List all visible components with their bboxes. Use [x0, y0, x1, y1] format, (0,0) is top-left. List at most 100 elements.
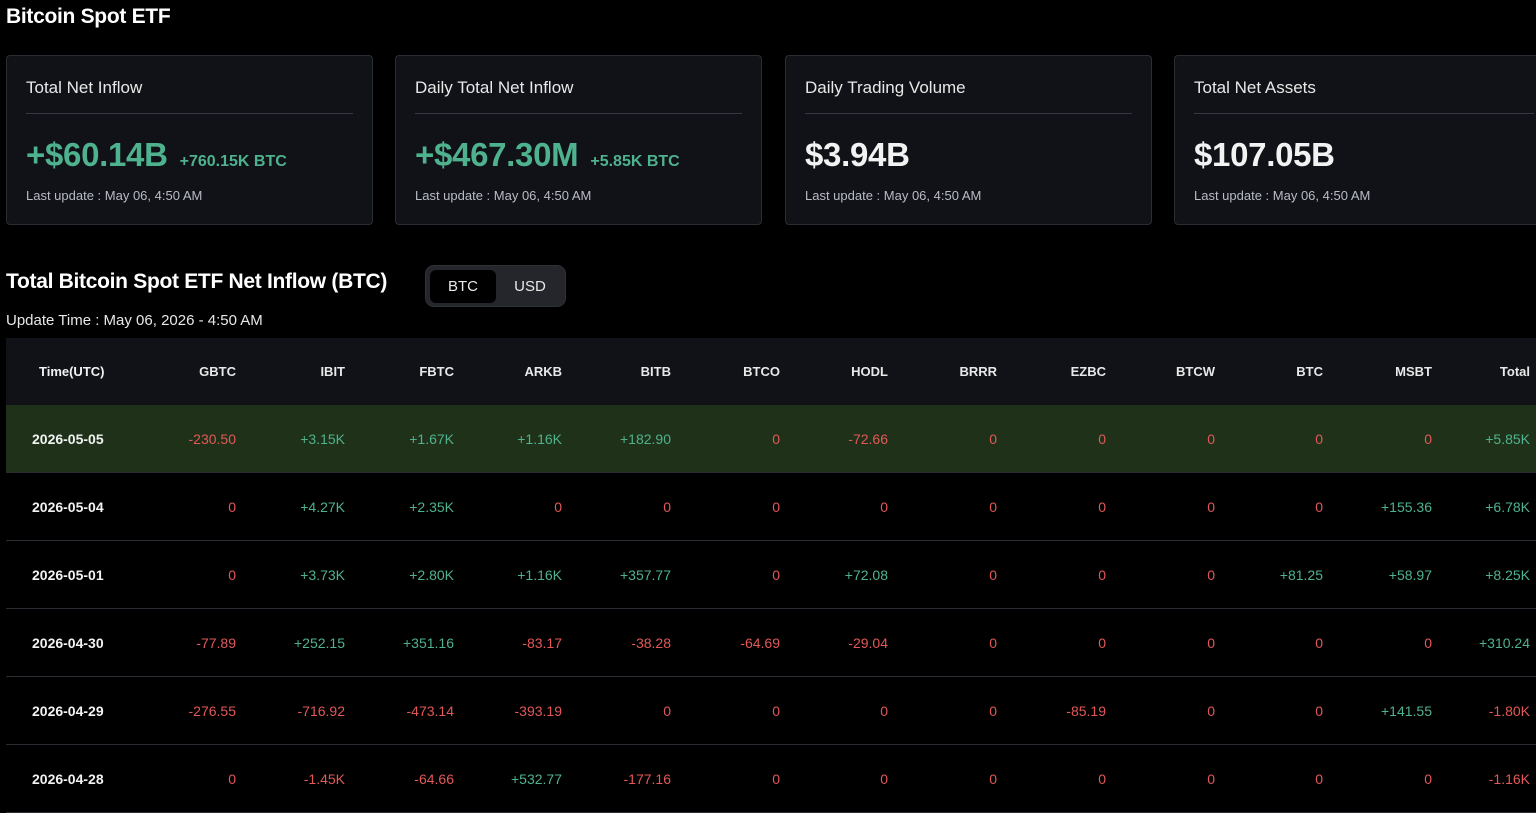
- cell-hodl: -29.04: [848, 634, 888, 651]
- cell-btc: 0: [1315, 498, 1323, 515]
- cell-btcw: 0: [1207, 634, 1215, 651]
- cell-arkb: -393.19: [514, 702, 562, 719]
- header-bitb[interactable]: BITB: [640, 364, 671, 379]
- cell-total: -1.80K: [1488, 702, 1530, 719]
- cell-gbtc: 0: [228, 566, 236, 583]
- card-value: +$467.30M: [415, 136, 579, 173]
- header-fbtc[interactable]: FBTC: [419, 364, 454, 379]
- card-title: Total Net Assets: [1194, 78, 1316, 97]
- cell-ezbc: -85.19: [1066, 702, 1106, 719]
- table-row[interactable]: 2026-05-05 -230.50 +3.15K +1.67K +1.16K +182.…: [6, 405, 1536, 473]
- section-title: Total Bitcoin Spot ETF Net Inflow (BTC): [6, 270, 388, 293]
- cell-ezbc: 0: [1098, 566, 1106, 583]
- cell-btco: 0: [772, 498, 780, 515]
- card-title: Daily Trading Volume: [805, 78, 966, 97]
- cell-btco: 0: [772, 770, 780, 787]
- card-daily-total-net-inflow: Daily Total Net Inflow +$467.30M +5.85K …: [395, 55, 762, 225]
- cell-btc: +81.25: [1279, 566, 1323, 583]
- cell-gbtc: 0: [228, 770, 236, 787]
- cell-date: 2026-05-04: [32, 498, 104, 515]
- cell-msbt: +58.97: [1388, 566, 1432, 583]
- table-body: 2026-05-05 -230.50 +3.15K +1.67K +1.16K +182.…: [6, 405, 1536, 813]
- cell-bitb: -38.28: [631, 634, 671, 651]
- cell-brrr: 0: [989, 770, 997, 787]
- cell-ezbc: 0: [1098, 770, 1106, 787]
- card-title: Total Net Inflow: [26, 78, 143, 97]
- header-arkb[interactable]: ARKB: [524, 364, 562, 379]
- cell-arkb: +532.77: [511, 770, 562, 787]
- card-daily-trading-volume: Daily Trading Volume $3.94B Last update …: [785, 55, 1152, 225]
- card-value: +$60.14B: [26, 136, 168, 173]
- cell-total: +5.85K: [1485, 430, 1530, 447]
- header-ibit[interactable]: IBIT: [320, 364, 345, 379]
- cell-btco: 0: [772, 566, 780, 583]
- cell-bitb: +357.77: [620, 566, 671, 583]
- cell-arkb: -83.17: [522, 634, 562, 651]
- summary-cards: Total Net Inflow +$60.14B +760.15K BTC L…: [6, 55, 1536, 225]
- cell-btcw: 0: [1207, 770, 1215, 787]
- cell-total: +6.78K: [1485, 498, 1530, 515]
- page-title: Bitcoin Spot ETF: [6, 5, 171, 28]
- cell-ezbc: 0: [1098, 498, 1106, 515]
- cell-btc: 0: [1315, 770, 1323, 787]
- card-last-update: Last update : May 06, 4:50 AM: [26, 188, 203, 203]
- toggle-btc-button[interactable]: BTC: [430, 270, 496, 303]
- card-last-update: Last update : May 06, 4:50 AM: [805, 188, 982, 203]
- cell-gbtc: -276.55: [188, 702, 236, 719]
- cell-msbt: +141.55: [1381, 702, 1432, 719]
- cell-brrr: 0: [989, 430, 997, 447]
- cell-ibit: -1.45K: [303, 770, 345, 787]
- card-value: $107.05B: [1194, 136, 1335, 173]
- cell-arkb: 0: [554, 498, 562, 515]
- cell-ibit: +252.15: [294, 634, 345, 651]
- cell-btco: -64.69: [740, 634, 780, 651]
- cell-ibit: +4.27K: [300, 498, 345, 515]
- cell-arkb: +1.16K: [517, 430, 562, 447]
- header-gbtc[interactable]: GBTC: [199, 364, 236, 379]
- card-last-update: Last update : May 06, 4:50 AM: [1194, 188, 1371, 203]
- table-row[interactable]: 2026-04-29 -276.55 -716.92 -473.14 -393.19 0 0…: [6, 677, 1536, 745]
- cell-btcw: 0: [1207, 498, 1215, 515]
- header-ezbc[interactable]: EZBC: [1070, 364, 1106, 379]
- cell-ezbc: 0: [1098, 430, 1106, 447]
- cell-hodl: 0: [880, 702, 888, 719]
- cell-btco: 0: [772, 430, 780, 447]
- card-last-update: Last update : May 06, 4:50 AM: [415, 188, 592, 203]
- cell-date: 2026-05-01: [32, 566, 104, 583]
- cell-hodl: 0: [880, 498, 888, 515]
- header-time[interactable]: Time(UTC): [39, 364, 105, 379]
- table-row[interactable]: 2026-04-28 0 -1.45K -64.66 +532.77 -177.16 0 0 0…: [6, 745, 1536, 813]
- cell-total: +8.25K: [1485, 566, 1530, 583]
- header-btc[interactable]: BTC: [1296, 364, 1323, 379]
- header-total[interactable]: Total: [1499, 364, 1530, 379]
- table-row[interactable]: 2026-05-04 0 +4.27K +2.35K 0 0 0 0 0 0 0 0 +155.36 +6…: [6, 473, 1536, 541]
- cell-ibit: -716.92: [297, 702, 345, 719]
- cell-hodl: 0: [880, 770, 888, 787]
- header-btco[interactable]: BTCO: [743, 364, 780, 379]
- cell-fbtc: -473.14: [406, 702, 454, 719]
- cell-fbtc: +2.80K: [409, 566, 454, 583]
- currency-toggle: BTC USD: [425, 265, 566, 307]
- table-row[interactable]: 2026-05-01 0 +3.73K +2.80K +1.16K +357.77 0 +72…: [6, 541, 1536, 609]
- cell-msbt: 0: [1424, 770, 1432, 787]
- cell-msbt: 0: [1424, 430, 1432, 447]
- header-brrr[interactable]: BRRR: [959, 364, 997, 379]
- cell-bitb: +182.90: [620, 430, 671, 447]
- header-hodl[interactable]: HODL: [851, 364, 888, 379]
- cell-arkb: +1.16K: [517, 566, 562, 583]
- cell-bitb: 0: [663, 702, 671, 719]
- cell-fbtc: -64.66: [414, 770, 454, 787]
- table-row[interactable]: 2026-04-30 -77.89 +252.15 +351.16 -83.17 -38.…: [6, 609, 1536, 677]
- cell-gbtc: -77.89: [196, 634, 236, 651]
- toggle-usd-button[interactable]: USD: [514, 278, 546, 295]
- cell-bitb: -177.16: [623, 770, 671, 787]
- cell-brrr: 0: [989, 702, 997, 719]
- card-divider: [1194, 113, 1534, 114]
- header-msbt[interactable]: MSBT: [1395, 364, 1432, 379]
- cell-brrr: 0: [989, 498, 997, 515]
- header-btcw[interactable]: BTCW: [1176, 364, 1215, 379]
- cell-fbtc: +2.35K: [409, 498, 454, 515]
- cell-brrr: 0: [989, 566, 997, 583]
- cell-btco: 0: [772, 702, 780, 719]
- table-header: Time(UTC) GBTC IBIT FBTC ARKB BITB BTCO …: [6, 338, 1536, 405]
